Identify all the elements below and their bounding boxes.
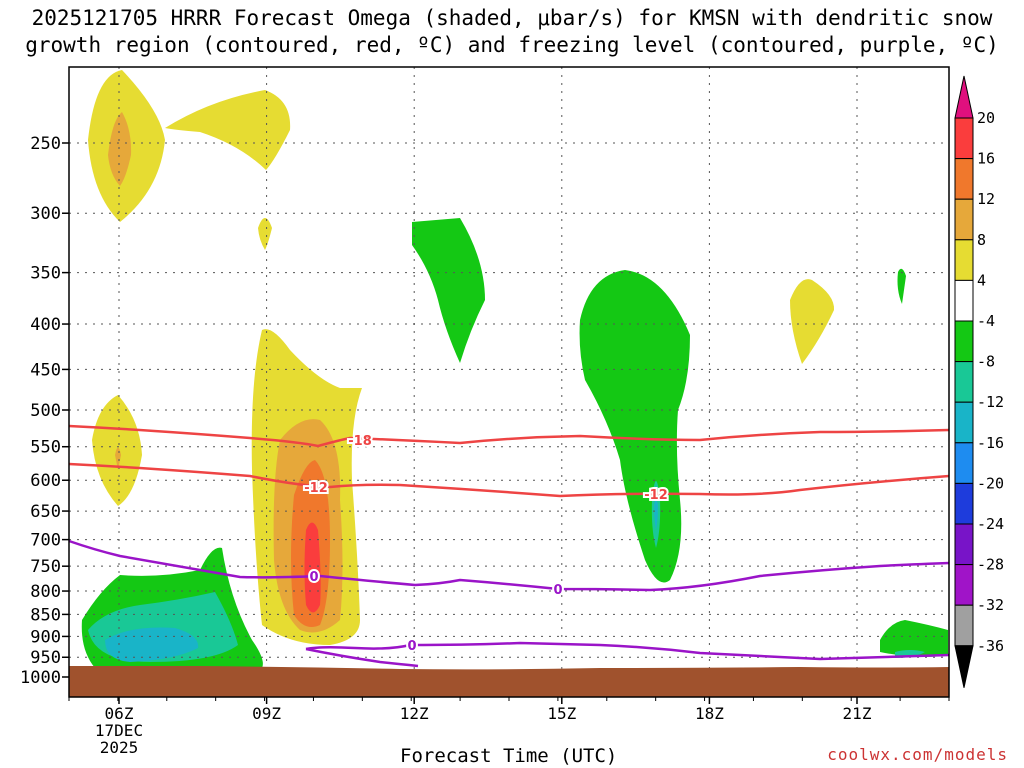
- y-tick-label: 700: [30, 531, 61, 551]
- y-tick-label: 450: [30, 360, 61, 380]
- colorbar-swatch: [954, 158, 974, 200]
- omega-region-right-yellow: [790, 279, 835, 364]
- chart-title-line1: 2025121705 HRRR Forecast Omega (shaded, …: [31, 6, 993, 30]
- contour-dendritic-12: [68, 462, 950, 498]
- x-tick-label: 18Z: [695, 704, 724, 723]
- colorbar-tick-label: -8: [977, 353, 995, 371]
- omega-region-upper-left-core: [108, 112, 132, 186]
- x-tick-label: 21Z: [843, 704, 872, 723]
- y-tick-label: 750: [30, 557, 61, 577]
- colorbar-tick-label: 20: [977, 109, 995, 127]
- y-tick-label: 650: [30, 502, 61, 522]
- y-tick-label: 800: [30, 582, 61, 602]
- omega-region-left-mid-core: [115, 447, 121, 470]
- y-tick-label: 350: [30, 264, 61, 284]
- colorbar-tick-label: 16: [977, 150, 995, 168]
- colorbar-swatch: [954, 604, 974, 647]
- x-date-line-1: 17DEC: [95, 721, 143, 740]
- colorbar-tick-label: 8: [977, 231, 986, 249]
- y-tick-label: 850: [30, 605, 61, 625]
- colorbar-swatch: [954, 401, 974, 444]
- colorbar-tick-label: -24: [977, 515, 1004, 533]
- colorbar-swatch: [954, 442, 974, 484]
- chart-title-line2: growth region (contoured, red, ºC) and f…: [25, 33, 999, 57]
- colorbar-tick-label: -36: [977, 637, 1004, 655]
- omega-region-green-right-core2: [654, 500, 658, 530]
- y-axis: 2503003504004505005506006507007508008509…: [20, 134, 69, 688]
- y-tick-label: 400: [30, 315, 61, 335]
- colorbar-swatch: [954, 564, 974, 606]
- omega-region-main-column-16: [304, 522, 321, 613]
- contour-label-zero-c: 0: [407, 639, 416, 654]
- source-credit: coolwx.com/models: [827, 745, 1008, 764]
- x-axis: 06Z 09Z 12Z 15Z 18Z 21Z: [68, 697, 950, 723]
- omega-region-upper-left-tail: [165, 90, 291, 170]
- colorbar-max-arrow: [954, 75, 974, 119]
- contour-label-minus12-b: -12: [644, 488, 668, 503]
- colorbar-swatch: [954, 361, 974, 403]
- y-tick-label: 250: [30, 134, 61, 154]
- contour-label-minus18: -18: [348, 434, 372, 449]
- y-tick-label: 600: [30, 471, 61, 491]
- contour-freezing-level-loop: [305, 647, 419, 668]
- x-tick-label: 09Z: [252, 704, 281, 723]
- colorbar-swatch: [954, 117, 974, 160]
- colorbar-tick-label: -12: [977, 393, 1004, 411]
- y-tick-label: 550: [30, 438, 61, 458]
- colorbar-tick-label: 12: [977, 190, 995, 208]
- colorbar-swatch: [954, 198, 974, 241]
- contour-labels: -18 -12 -12 0 0 0: [302, 432, 670, 656]
- colorbar-tick-label: -16: [977, 434, 1004, 452]
- terrain-surface: [69, 666, 949, 697]
- x-tick-label: 15Z: [547, 704, 576, 723]
- x-tick-label: 06Z: [105, 704, 134, 723]
- contour-label-zero-b: 0: [553, 583, 562, 598]
- colorbar-tick-label: -4: [977, 312, 995, 330]
- omega-region-green-lower-right: [880, 620, 948, 657]
- colorbar-tick-label: -28: [977, 556, 1004, 574]
- colorbar-swatch: [954, 523, 974, 566]
- colorbar-swatch: [954, 279, 974, 322]
- contours: [68, 424, 950, 668]
- contour-freezing-level-lower: [305, 641, 950, 661]
- y-tick-label: 900: [30, 627, 61, 647]
- contour-freezing-level: [68, 539, 950, 592]
- colorbar-tick-label: 4: [977, 271, 986, 289]
- colorbar-tick-label: -32: [977, 596, 1004, 614]
- omega-region-green-right: [579, 270, 690, 583]
- omega-region-small-yellow: [258, 218, 272, 250]
- x-date-line-2: 2025: [100, 738, 139, 757]
- y-tick-label: 950: [30, 648, 61, 668]
- contour-label-zero-a: 0: [309, 570, 318, 585]
- omega-shading: [81, 70, 948, 668]
- colorbar-min-arrow: [954, 645, 974, 688]
- omega-region-green-upper: [412, 218, 485, 363]
- colorbar-tick-label: -20: [977, 474, 1004, 492]
- x-axis-label: Forecast Time (UTC): [400, 745, 618, 767]
- colorbar: 20 16 12 8 4 -4 -8 -12 -16 -20 -24 -28 -32 -36: [954, 75, 1004, 688]
- colorbar-swatch: [954, 239, 974, 281]
- y-tick-label: 500: [30, 401, 61, 421]
- colorbar-swatch: [954, 482, 974, 525]
- colorbar-swatch: [954, 320, 974, 363]
- contour-dendritic-18: [68, 424, 950, 448]
- x-tick-label: 12Z: [400, 704, 429, 723]
- y-tick-label: 300: [30, 204, 61, 224]
- contour-label-minus12-a: -12: [304, 481, 328, 496]
- y-tick-label: 1000: [20, 668, 61, 688]
- omega-region-green-tiny: [897, 268, 906, 304]
